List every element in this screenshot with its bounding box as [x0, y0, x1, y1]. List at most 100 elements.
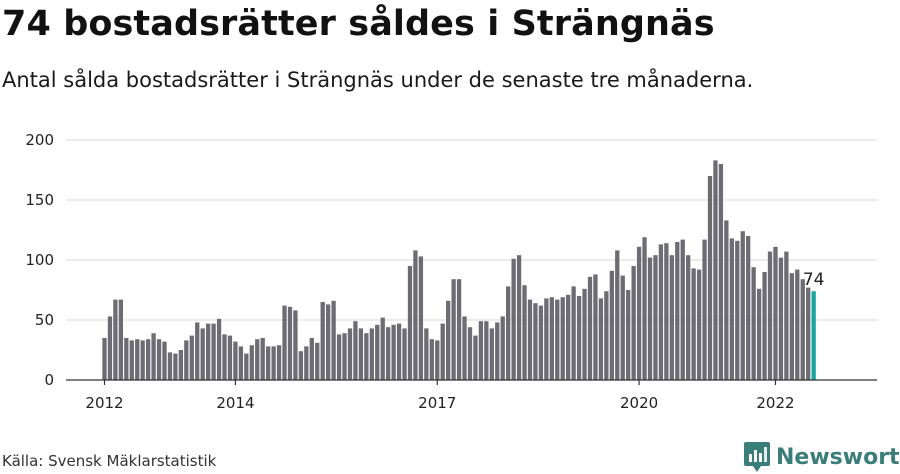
- bar: [500, 316, 505, 380]
- bar: [287, 306, 293, 380]
- bar: [375, 324, 380, 380]
- bar: [124, 338, 129, 380]
- bar: [195, 322, 200, 380]
- bar: [184, 340, 189, 380]
- y-tick-label: 200: [25, 131, 54, 149]
- bar: [173, 353, 178, 380]
- y-tick-label: 0: [44, 371, 54, 389]
- bar: [707, 176, 713, 380]
- bar: [642, 237, 647, 380]
- bar: [680, 239, 685, 380]
- bar: [756, 288, 762, 380]
- bar: [522, 285, 527, 380]
- bar: [451, 279, 456, 380]
- bar: [429, 339, 434, 380]
- y-axis-ticks: 0 50 100 150 200: [25, 131, 54, 389]
- bar: [609, 270, 614, 380]
- bar: [773, 246, 778, 380]
- bar: [658, 244, 664, 380]
- bar: [718, 164, 724, 380]
- bar: [538, 305, 544, 380]
- bar: [140, 340, 145, 380]
- bar: [582, 288, 587, 380]
- bar: [113, 299, 118, 380]
- bar: [200, 328, 205, 380]
- bar: [205, 323, 211, 380]
- bar: [664, 243, 669, 380]
- bar: [249, 345, 254, 380]
- bar: [293, 310, 298, 380]
- bar: [276, 345, 282, 380]
- bar: [495, 322, 500, 380]
- bar: [135, 339, 140, 380]
- bar: [167, 352, 173, 380]
- bar-highlight: [811, 291, 816, 380]
- bar: [282, 305, 287, 380]
- bar: [222, 334, 227, 380]
- brand-name: Newsworthy: [776, 444, 900, 470]
- brand-logo[interactable]: Newsworthy: [744, 442, 900, 472]
- bar: [298, 351, 304, 380]
- bar: [478, 321, 484, 380]
- bar: [560, 297, 565, 380]
- bar: [255, 339, 260, 380]
- bar: [598, 298, 604, 380]
- bar: [686, 255, 691, 380]
- bar: [735, 240, 740, 380]
- bar: [336, 334, 342, 380]
- bar: [331, 300, 336, 380]
- bar: [784, 251, 789, 380]
- bar: [576, 296, 582, 380]
- bar: [506, 286, 511, 380]
- bar: [380, 317, 385, 380]
- bar: [516, 255, 522, 380]
- last-value-label: 74: [803, 270, 825, 290]
- bar: [342, 333, 347, 380]
- bar: [795, 269, 800, 380]
- bar: [729, 238, 734, 380]
- bar: [227, 335, 233, 380]
- bar: [189, 335, 194, 380]
- bar: [402, 328, 407, 380]
- bar: [544, 298, 549, 380]
- bar: [626, 290, 631, 380]
- bar: [304, 346, 309, 380]
- x-tick-label: 2014: [216, 394, 254, 412]
- bar: [364, 333, 369, 380]
- bar: [751, 267, 756, 380]
- bar: [571, 286, 576, 380]
- bar: [271, 346, 276, 380]
- bar: [762, 272, 767, 380]
- bar: [358, 328, 364, 380]
- bar: [315, 342, 320, 380]
- bar: [446, 300, 451, 380]
- y-tick-label: 50: [35, 311, 54, 329]
- bar: [647, 257, 653, 380]
- bar: [489, 328, 494, 380]
- x-tick-label: 2012: [85, 394, 123, 412]
- bar: [151, 333, 156, 380]
- bar: [702, 239, 707, 380]
- bar: [484, 321, 489, 380]
- bar: [386, 327, 391, 380]
- bar: [435, 340, 440, 380]
- bar: [511, 258, 516, 380]
- bar: [724, 220, 729, 380]
- bar: [418, 256, 424, 380]
- bar: [467, 327, 473, 380]
- bar: [347, 328, 353, 380]
- bar: [713, 160, 718, 380]
- bar: [413, 250, 418, 380]
- bar: [118, 299, 124, 380]
- bar: [566, 294, 571, 380]
- bar: [369, 328, 374, 380]
- bar: [107, 316, 113, 380]
- bar: [396, 323, 402, 380]
- bar: [156, 339, 162, 380]
- bar: [789, 273, 794, 380]
- chart-title: 74 bostadsrätter såldes i Strängnäs: [2, 4, 715, 44]
- bar: [806, 287, 811, 380]
- bar: [767, 251, 773, 380]
- bar: [211, 323, 216, 380]
- bar: [129, 340, 134, 380]
